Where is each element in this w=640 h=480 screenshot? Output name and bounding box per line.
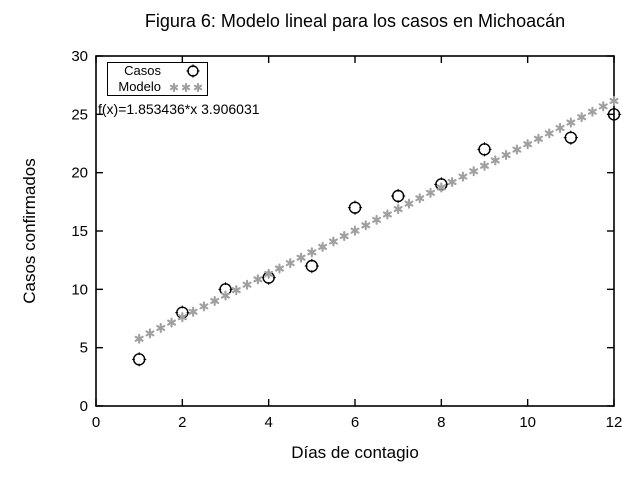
model-point-asterisk (426, 187, 436, 198)
series-casos (132, 107, 622, 367)
y-tick-label: 15 (71, 223, 88, 240)
model-point-asterisk (242, 279, 252, 290)
model-point-asterisk (188, 306, 198, 317)
model-point-asterisk (167, 317, 177, 328)
model-point-asterisk (512, 144, 522, 155)
model-point-asterisk (587, 106, 597, 117)
x-tick-label: 8 (437, 414, 445, 431)
model-point-asterisk (169, 82, 179, 93)
model-point-asterisk (458, 171, 468, 182)
y-tick-label: 5 (80, 340, 88, 357)
model-point-asterisk (544, 128, 554, 139)
model-point-asterisk (199, 301, 209, 312)
y-tick-label: 25 (71, 106, 88, 123)
model-point-asterisk (285, 258, 295, 269)
x-axis-label: Días de contagio (291, 443, 419, 462)
legend-circle-marker (165, 63, 207, 79)
model-point-asterisk (501, 149, 511, 161)
y-axis-label: Casos confirmados (20, 158, 39, 304)
data-point-circle (564, 131, 578, 144)
x-tick-label: 10 (519, 414, 536, 431)
model-point-asterisk (393, 204, 403, 215)
model-point-asterisk (372, 214, 382, 225)
model-equation-label: f(x)=1.853436*x 3.906031 (98, 101, 260, 117)
x-tick-label: 6 (351, 414, 359, 431)
model-point-asterisk (555, 122, 565, 134)
model-point-asterisk (220, 290, 231, 301)
model-point-asterisk (361, 220, 371, 231)
model-point-asterisk (523, 139, 533, 150)
model-point-asterisk (296, 252, 306, 263)
model-point-asterisk (318, 241, 328, 252)
model-point-asterisk (415, 193, 425, 204)
model-point-asterisk (274, 263, 284, 274)
model-point-asterisk (382, 209, 392, 220)
model-point-asterisk (156, 322, 166, 334)
legend-asterisk-marker (165, 79, 207, 95)
y-tick-label: 30 (71, 48, 88, 65)
model-point-asterisk (533, 133, 543, 144)
data-point-circle (305, 259, 319, 273)
model-point-asterisk (181, 82, 191, 93)
data-point-circle (187, 65, 199, 77)
model-point-asterisk (134, 333, 144, 344)
legend-row-casos: Casos (108, 63, 207, 79)
data-point-circle (132, 353, 146, 366)
data-point-circle (607, 108, 621, 121)
y-tick-label: 0 (80, 398, 88, 415)
model-point-asterisk (404, 198, 414, 209)
model-point-asterisk (479, 160, 490, 171)
data-point-circle (478, 143, 491, 156)
model-point-asterisk (350, 225, 360, 236)
data-point-circle (348, 201, 362, 214)
data-point-circle (391, 189, 405, 203)
model-point-asterisk (577, 112, 587, 123)
model-point-asterisk (328, 236, 338, 247)
x-tick-label: 0 (92, 414, 100, 431)
model-point-asterisk (598, 101, 608, 112)
x-tick-label: 2 (178, 414, 186, 431)
x-tick-label: 4 (264, 414, 272, 431)
chart-title: Figura 6: Modelo lineal para los casos e… (144, 11, 566, 31)
model-point-asterisk (210, 295, 220, 307)
legend-label: Modelo (118, 79, 161, 94)
legend-row-modelo: Modelo (108, 79, 207, 95)
model-point-asterisk (490, 155, 500, 166)
model-point-asterisk (264, 268, 274, 279)
model-point-asterisk (307, 247, 317, 258)
model-point-asterisk (231, 285, 241, 296)
model-point-asterisk (145, 328, 155, 339)
y-tick-label: 10 (71, 281, 88, 298)
model-point-asterisk (566, 117, 576, 128)
model-point-asterisk (193, 82, 203, 93)
model-point-asterisk (469, 166, 479, 177)
model-point-asterisk (447, 176, 457, 188)
legend-label: Casos (124, 63, 161, 78)
legend: Casos Modelo (107, 62, 208, 96)
series-modelo (134, 95, 619, 344)
model-point-asterisk (177, 312, 187, 323)
model-point-asterisk (339, 231, 349, 242)
model-point-asterisk (609, 95, 619, 106)
model-point-asterisk (253, 274, 263, 285)
x-tick-label: 12 (606, 414, 623, 431)
model-point-asterisk (436, 182, 446, 193)
y-tick-label: 20 (71, 165, 88, 182)
